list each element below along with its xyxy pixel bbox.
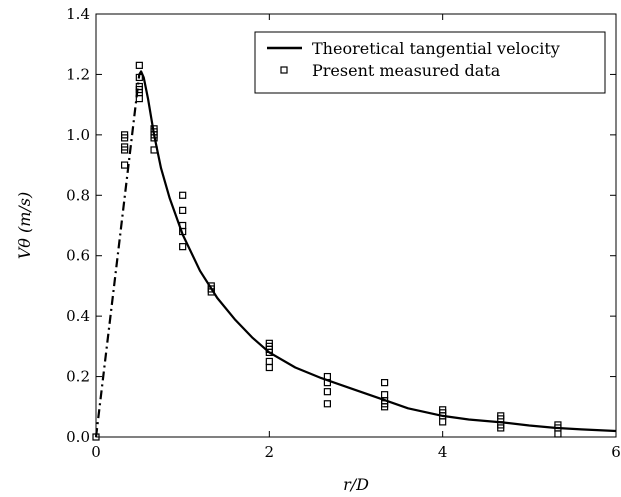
data-point-marker [323, 388, 331, 396]
data-point-marker [179, 221, 187, 230]
data-point-marker [135, 61, 143, 69]
legend-marker-swatch [280, 66, 288, 74]
data-point-marker [265, 339, 273, 347]
series-layer [92, 61, 617, 441]
data-point-marker [135, 85, 143, 94]
data-point-marker [554, 430, 562, 438]
x-tick-label: 6 [611, 443, 621, 461]
x-tick-label: 0 [91, 443, 101, 461]
x-axis-title: r/D [343, 475, 369, 494]
legend: Theoretical tangential velocity Present … [254, 31, 606, 94]
data-point-marker [439, 406, 447, 414]
y-axis-title: Vθ (m/s) [15, 192, 34, 260]
data-point-marker [323, 400, 331, 408]
plot-frame [95, 13, 617, 438]
y-tick-label: 0.2 [66, 368, 90, 386]
data-point-marker [179, 243, 187, 251]
data-point-marker [135, 73, 143, 82]
y-tick-label: 0.0 [66, 428, 90, 446]
data-point-marker [120, 131, 129, 139]
data-point-marker [150, 146, 158, 154]
y-tick-label: 1.4 [66, 5, 90, 23]
data-point-marker [265, 363, 273, 372]
y-tick-label: 0.8 [66, 186, 90, 204]
data-point-marker [120, 143, 129, 151]
data-point-marker [179, 206, 187, 214]
data-point-marker [150, 131, 158, 139]
data-point-marker [323, 372, 331, 381]
x-tick-label: 2 [265, 443, 275, 461]
legend-label-theoretical: Theoretical tangential velocity [312, 39, 560, 58]
data-point-marker [120, 161, 129, 169]
data-point-marker [381, 391, 389, 399]
legend-label-measured: Present measured data [312, 61, 501, 80]
data-point-marker [554, 421, 562, 429]
data-point-marker [265, 357, 273, 366]
data-point-marker [497, 412, 505, 420]
x-tick-label: 4 [438, 443, 448, 461]
axis-layer: 0 2 4 6 0.0 0.2 0.4 0.6 0.8 1.0 1.2 1.4 [66, 5, 621, 461]
y-tick-label: 0.6 [66, 247, 90, 265]
legend-box [254, 31, 606, 94]
y-tick-label: 1.0 [66, 126, 90, 144]
y-tick-label: 0.4 [66, 307, 90, 325]
data-point-marker [179, 191, 187, 199]
y-tick-label: 1.2 [66, 65, 90, 83]
data-point-marker [381, 379, 389, 387]
series-extrapolated-line [94, 74, 141, 438]
data-point-marker [439, 418, 447, 426]
series-theoretical-line [138, 70, 617, 433]
data-point-marker [207, 282, 215, 290]
data-point-marker [381, 400, 389, 408]
